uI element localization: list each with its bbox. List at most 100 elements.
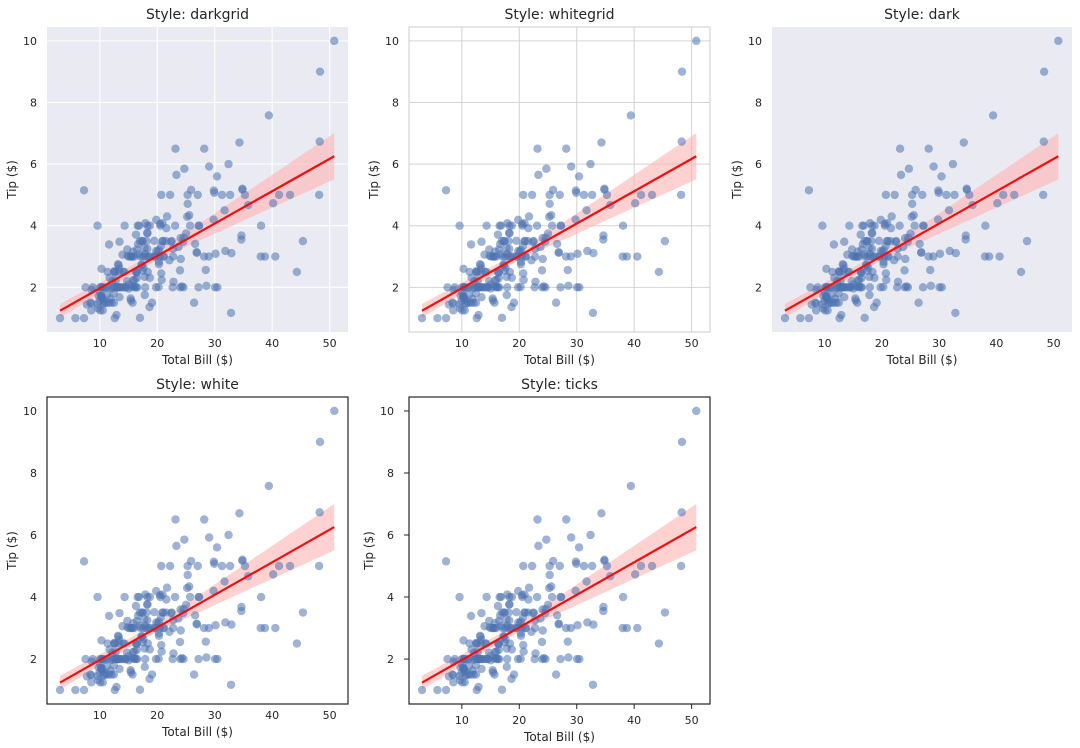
scatter-point <box>115 608 124 618</box>
scatter-point <box>79 685 89 695</box>
scatter-point <box>507 273 516 282</box>
scatter-point <box>211 249 220 258</box>
scatter-point <box>507 592 517 602</box>
scatter-point <box>171 515 180 524</box>
scatter-point <box>895 144 905 153</box>
scatter-point <box>227 620 236 629</box>
scatter-point <box>225 190 235 200</box>
scatter-point <box>505 600 514 609</box>
scatter-point <box>959 138 968 147</box>
scatter-point <box>88 654 97 664</box>
subplot-title: Style: darkgrid <box>146 7 249 23</box>
scatter-point <box>450 283 459 292</box>
scatter-point <box>79 557 89 566</box>
scatter-point <box>1022 236 1032 246</box>
scatter-point <box>519 640 528 650</box>
regression-line <box>59 155 335 312</box>
scatter-point <box>190 611 200 620</box>
scatter-point <box>494 283 504 292</box>
scatter-point <box>417 313 427 323</box>
scatter-point <box>909 211 918 220</box>
scatter-point <box>140 654 150 664</box>
scatter-point <box>867 228 877 238</box>
scatter-point <box>433 313 442 323</box>
x-tick-label: 10 <box>93 337 107 350</box>
scatter-point <box>268 199 278 208</box>
scatter-point <box>531 649 540 658</box>
scatter-point <box>538 626 547 635</box>
scatter-point <box>893 252 902 261</box>
scatter-point <box>441 186 451 195</box>
scatter-point <box>274 561 284 571</box>
scatter-point <box>935 249 945 258</box>
scatter-point <box>504 236 513 246</box>
scatter-point <box>183 570 192 580</box>
scatter-point <box>497 685 507 694</box>
scatter-point <box>186 556 196 566</box>
scatter-point <box>890 190 899 200</box>
scatter-point <box>545 199 554 209</box>
scatter-point <box>562 144 571 153</box>
scatter-point <box>937 172 946 181</box>
scatter-point <box>190 239 200 249</box>
scatter-point <box>71 313 80 323</box>
x-tick-label: 10 <box>93 709 107 722</box>
scatter-point <box>879 260 888 269</box>
y-tick-label: 6 <box>30 158 37 171</box>
scatter-point <box>154 260 164 269</box>
y-axis-label: Tip ($) <box>367 160 381 200</box>
scatter-point <box>840 292 849 302</box>
scatter-point <box>143 228 152 238</box>
scatter-point <box>502 654 512 664</box>
scatter-point <box>264 111 274 120</box>
scatter-point <box>676 561 686 571</box>
x-tick-label: 10 <box>455 337 469 350</box>
scatter-point <box>496 221 506 230</box>
scatter-point <box>502 290 511 300</box>
scatter-point <box>162 223 171 233</box>
scatter-point <box>201 637 210 646</box>
scatter-point <box>542 164 551 173</box>
scatter-point <box>104 240 114 249</box>
x-axis-label: Total Bill ($) <box>523 730 595 744</box>
scatter-point <box>886 223 896 233</box>
scatter-point <box>524 583 534 592</box>
x-axis-label: Total Bill ($) <box>886 353 958 367</box>
scatter-point <box>441 685 451 695</box>
scatter-point <box>194 221 204 230</box>
scatter-point <box>170 592 180 602</box>
scatter-point <box>93 592 102 602</box>
scatter-point <box>189 298 199 307</box>
scatter-point <box>162 595 171 604</box>
scatter-point <box>524 595 533 604</box>
scatter-point <box>154 654 163 663</box>
scatter-point <box>167 236 176 246</box>
y-tick-label: 8 <box>30 96 37 109</box>
scatter-point <box>210 559 219 569</box>
x-tick-label: 10 <box>818 337 832 350</box>
scatter-point <box>597 138 606 147</box>
scatter-point <box>602 561 612 571</box>
scatter-point <box>547 221 557 230</box>
subplot-title: Style: whitegrid <box>504 7 614 23</box>
scatter-point <box>157 275 166 285</box>
scatter-point <box>636 190 646 200</box>
scatter-point <box>937 283 947 292</box>
scatter-point <box>455 221 464 230</box>
scatter-point <box>872 298 881 307</box>
scatter-point <box>574 172 584 181</box>
regression-line <box>784 155 1059 312</box>
scatter-point <box>490 670 499 679</box>
scatter-point <box>965 190 974 200</box>
scatter-point <box>811 306 821 315</box>
scatter-point <box>315 508 324 517</box>
scatter-point <box>929 162 938 171</box>
scatter-point <box>532 592 542 602</box>
scatter-point <box>1039 190 1048 200</box>
scatter-point <box>548 185 558 195</box>
scatter-point <box>210 188 219 197</box>
scatter-point <box>837 310 846 320</box>
subplot-title: Style: ticks <box>521 377 598 393</box>
scatter-point <box>104 611 114 621</box>
scatter-point <box>999 190 1008 200</box>
